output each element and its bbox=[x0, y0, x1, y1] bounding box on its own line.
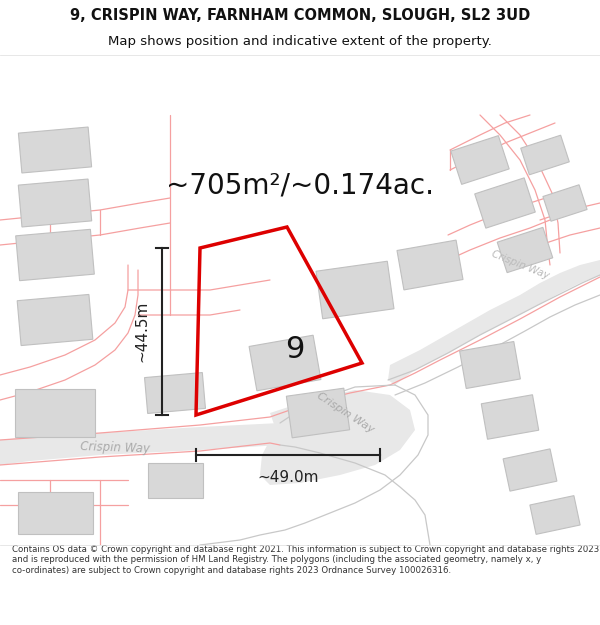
Polygon shape bbox=[249, 335, 321, 391]
Polygon shape bbox=[451, 136, 509, 184]
Text: Crispin Way: Crispin Way bbox=[490, 249, 550, 281]
Polygon shape bbox=[0, 423, 280, 465]
Polygon shape bbox=[17, 492, 92, 534]
Polygon shape bbox=[481, 395, 539, 439]
Polygon shape bbox=[145, 372, 205, 414]
Text: Crispin Way: Crispin Way bbox=[80, 440, 150, 456]
Text: Contains OS data © Crown copyright and database right 2021. This information is : Contains OS data © Crown copyright and d… bbox=[12, 545, 599, 575]
Polygon shape bbox=[148, 462, 203, 498]
Text: Crispin Way: Crispin Way bbox=[314, 391, 376, 435]
Polygon shape bbox=[19, 179, 92, 227]
Polygon shape bbox=[397, 240, 463, 290]
Polygon shape bbox=[503, 449, 557, 491]
Polygon shape bbox=[16, 229, 94, 281]
Polygon shape bbox=[388, 260, 600, 385]
Polygon shape bbox=[19, 127, 92, 173]
Polygon shape bbox=[530, 496, 580, 534]
Polygon shape bbox=[17, 294, 93, 346]
Polygon shape bbox=[521, 135, 569, 175]
Text: ~49.0m: ~49.0m bbox=[257, 469, 319, 484]
Polygon shape bbox=[475, 178, 535, 228]
Text: 9, CRISPIN WAY, FARNHAM COMMON, SLOUGH, SL2 3UD: 9, CRISPIN WAY, FARNHAM COMMON, SLOUGH, … bbox=[70, 8, 530, 23]
Text: ~44.5m: ~44.5m bbox=[134, 301, 149, 362]
Polygon shape bbox=[460, 341, 520, 389]
Text: ~705m²/~0.174ac.: ~705m²/~0.174ac. bbox=[166, 171, 434, 199]
Text: Map shows position and indicative extent of the property.: Map shows position and indicative extent… bbox=[108, 35, 492, 48]
Polygon shape bbox=[260, 390, 415, 485]
Polygon shape bbox=[316, 261, 394, 319]
Text: 9: 9 bbox=[286, 336, 305, 364]
Polygon shape bbox=[497, 228, 553, 272]
Polygon shape bbox=[543, 185, 587, 221]
Polygon shape bbox=[15, 389, 95, 437]
Polygon shape bbox=[286, 388, 350, 438]
